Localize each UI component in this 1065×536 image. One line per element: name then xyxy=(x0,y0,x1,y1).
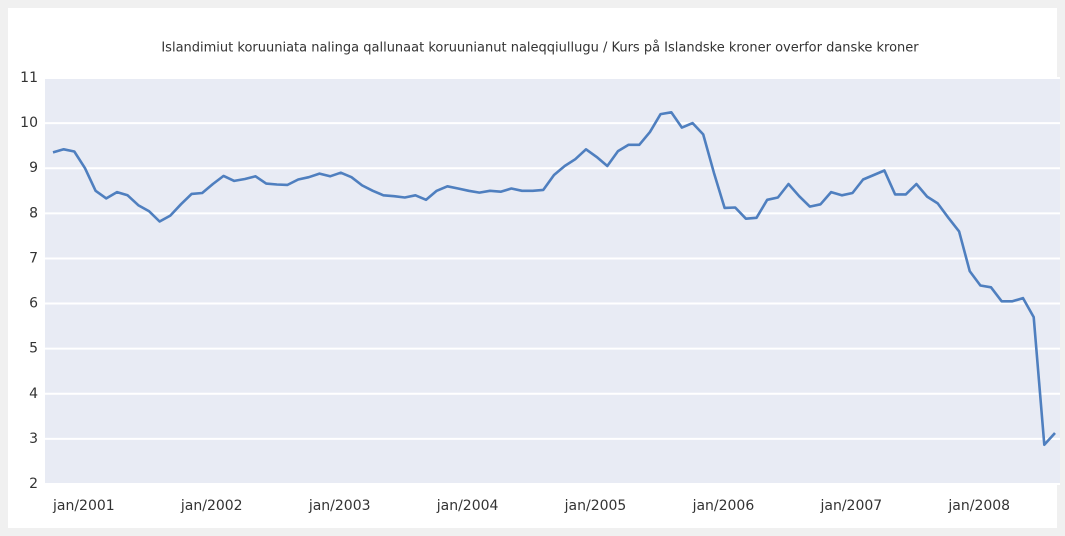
x-tick-label: jan/2004 xyxy=(436,498,499,514)
y-tick-label: 3 xyxy=(29,431,38,447)
y-tick-label: 7 xyxy=(29,250,38,266)
chart-title: Islandimiut koruuniata nalinga qallunaat… xyxy=(161,41,919,56)
x-tick-label: jan/2007 xyxy=(819,498,882,514)
x-tick-label: jan/2001 xyxy=(52,498,115,514)
x-tick-label: jan/2006 xyxy=(692,498,755,514)
y-tick-label: 10 xyxy=(20,115,38,131)
y-tick-label: 8 xyxy=(29,205,38,221)
line-series xyxy=(52,111,1056,447)
y-tick-label: 5 xyxy=(29,341,38,357)
plot-area xyxy=(45,78,1060,484)
y-tick-label: 2 xyxy=(29,476,38,492)
y-tick-label: 4 xyxy=(29,386,38,402)
x-tick-label: jan/2008 xyxy=(947,498,1010,514)
x-tick-label: jan/2003 xyxy=(308,498,371,514)
y-tick-label: 6 xyxy=(29,296,38,312)
x-tick-label: jan/2002 xyxy=(180,498,243,514)
x-tick-label: jan/2005 xyxy=(564,498,627,514)
y-tick-label: 9 xyxy=(29,160,38,176)
y-tick-label: 11 xyxy=(20,70,38,86)
